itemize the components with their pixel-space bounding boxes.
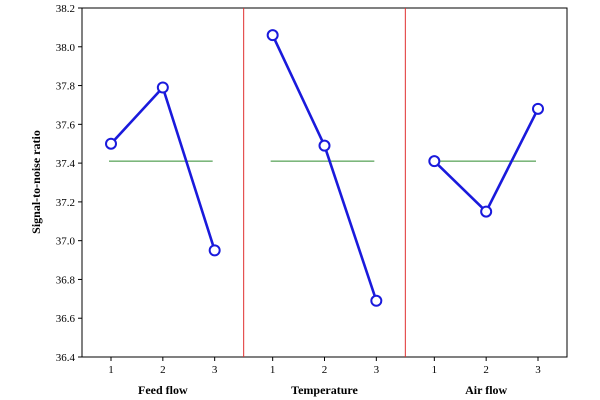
data-point: [266, 29, 279, 42]
group-label: Feed flow: [138, 383, 188, 397]
series-line: [110, 86, 216, 251]
x-tick-label: 3: [374, 364, 380, 376]
x-tick-label: 2: [160, 364, 166, 376]
data-point: [208, 244, 221, 257]
series-line: [271, 34, 378, 302]
y-tick-label: 36.4: [56, 352, 76, 364]
plot-frame: [81, 7, 568, 358]
y-tick-label: 37.4: [56, 158, 76, 170]
data-point: [370, 294, 383, 307]
data-point: [532, 102, 544, 115]
group-label: Air flow: [465, 383, 507, 397]
y-tick-label: 37.0: [56, 236, 76, 248]
y-tick-label: 36.6: [56, 313, 76, 325]
y-axis-title: Signal-to-noise ratio: [29, 130, 43, 234]
x-tick-label: 2: [483, 364, 489, 376]
data-point: [156, 81, 169, 94]
x-tick-label: 1: [432, 364, 438, 376]
series-line: [433, 108, 540, 213]
x-tick-label: 1: [108, 364, 114, 376]
y-tick-label: 37.6: [56, 119, 76, 131]
y-tick-label: 38.0: [56, 42, 76, 54]
y-tick-label: 36.8: [56, 274, 76, 286]
x-tick-label: 2: [322, 364, 328, 376]
y-tick-label: 37.2: [56, 197, 75, 209]
x-tick-label: 1: [270, 364, 276, 376]
y-tick-label: 37.8: [56, 81, 76, 93]
x-tick-label: 3: [212, 364, 218, 376]
data-point: [428, 155, 441, 168]
y-tick-label: 38.2: [56, 3, 75, 15]
group-label: Temperature: [291, 383, 358, 397]
data-point: [480, 205, 493, 218]
data-point: [105, 137, 117, 150]
data-point: [318, 139, 331, 152]
x-tick-label: 3: [535, 364, 541, 376]
